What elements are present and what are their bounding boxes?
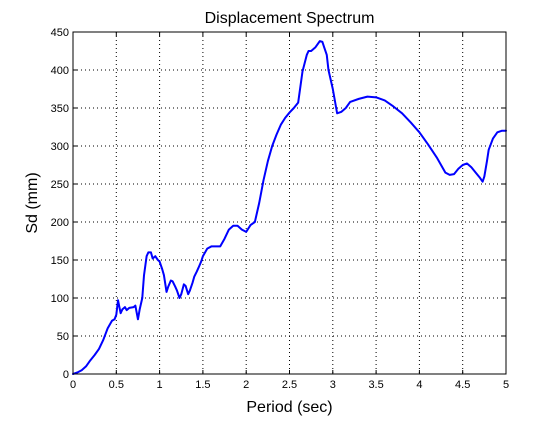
x-tick-label: 4 (416, 379, 422, 391)
x-tick-label: 1 (157, 379, 163, 391)
y-tick-label: 250 (51, 179, 69, 191)
x-tick-label: 2 (243, 379, 249, 391)
x-tick-label: 1.5 (195, 379, 210, 391)
y-tick-label: 450 (51, 27, 69, 39)
y-tick-label: 200 (51, 217, 69, 229)
y-tick-label: 300 (51, 141, 69, 153)
x-tick-label: 4.5 (455, 379, 470, 391)
y-tick-label: 0 (63, 369, 69, 381)
y-tick-label: 100 (51, 293, 69, 305)
y-tick-label: 50 (57, 331, 69, 343)
y-tick-label: 350 (51, 103, 69, 115)
y-tick-label: 150 (51, 255, 69, 267)
chart-title: Displacement Spectrum (205, 10, 375, 27)
grid-layer (73, 32, 506, 374)
series-line (72, 40, 507, 375)
plot-frame (72, 31, 507, 375)
x-axis-label: Period (sec) (246, 399, 332, 416)
y-axis-label: Sd (mm) (24, 172, 41, 233)
x-tick-label: 0 (70, 379, 76, 391)
tick-layer: 0 0.5 1 1.5 2 2.5 3 3.5 4 4.5 50501001502002503003… (51, 27, 509, 391)
x-tick-label: 3.5 (368, 379, 383, 391)
y-tick-label: 400 (51, 65, 69, 77)
line-layer (72, 40, 507, 375)
x-tick-label: 3 (330, 379, 336, 391)
x-tick-label: 5 (503, 379, 509, 391)
x-tick-label: 0.5 (109, 379, 124, 391)
x-tick-label: 2.5 (282, 379, 297, 391)
